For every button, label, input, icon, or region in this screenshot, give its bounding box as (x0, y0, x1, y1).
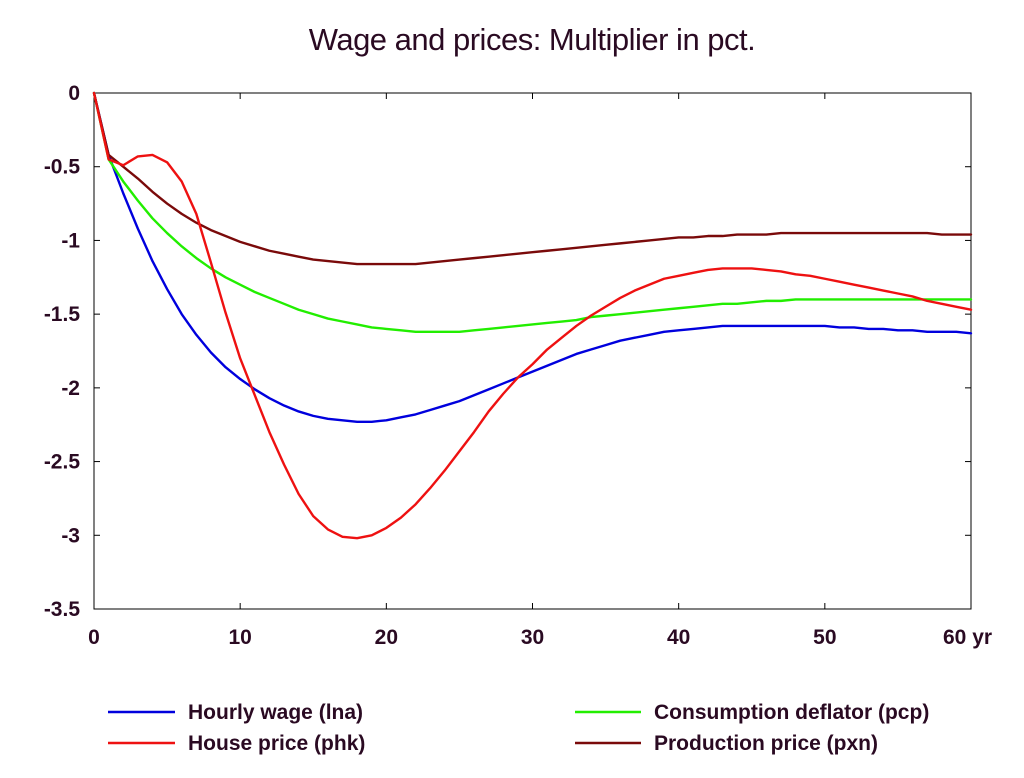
legend-label: House price (phk) (188, 732, 365, 755)
y-tick-label: -2.5 (44, 451, 81, 474)
x-tick-label: 50 (813, 626, 836, 649)
y-tick-label: -1 (61, 229, 80, 252)
series-line-1 (92, 91, 973, 423)
x-tick-label: 30 (521, 626, 544, 649)
series-line-3 (92, 91, 973, 540)
series-lines (92, 91, 973, 540)
series-line-4 (92, 91, 973, 266)
y-tick-label: -3 (61, 524, 80, 547)
chart-title: Wage and prices: Multiplier in pct. (309, 22, 756, 57)
y-tick-label: -1.5 (44, 303, 81, 326)
y-tick-label: -0.5 (44, 156, 81, 179)
x-tick-label: 10 (228, 626, 251, 649)
legend-label: Hourly wage (lna) (188, 701, 363, 724)
y-tick-label: -3.5 (44, 598, 81, 621)
legend: Hourly wage (lna) Consumption deflator (p… (108, 701, 929, 755)
plot-area-frame (93, 92, 972, 610)
x-tick-label: 20 (375, 626, 398, 649)
series-line-2 (92, 91, 973, 334)
legend-label: Production price (pxn) (654, 732, 878, 755)
y-tick-label: -2 (61, 377, 80, 400)
x-tick-label: 60 yr (943, 626, 992, 649)
y-tick-label: 0 (68, 82, 80, 105)
x-tick-label: 40 (667, 626, 690, 649)
x-tick-label: 0 (88, 626, 100, 649)
axis-ticks: 0 -0.5 -1 -1.5 -2 -2.5 -3 -3.5 0 10 20 30 40 50 60 yr (44, 82, 992, 649)
legend-label: Consumption deflator (pcp) (654, 701, 929, 724)
